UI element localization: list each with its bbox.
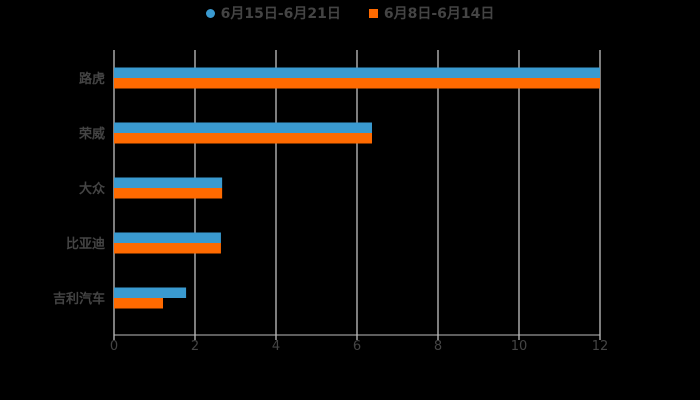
legend-label: 6月15日-6月21日: [220, 6, 341, 22]
legend-marker-square-icon: [368, 8, 378, 18]
category-label: 大众: [79, 181, 105, 197]
bar-series-2[interactable]: [114, 78, 600, 89]
bar-series-2[interactable]: [114, 298, 164, 309]
x-tick-label: 10: [511, 339, 528, 354]
bar-series-1[interactable]: [114, 122, 372, 134]
bar-series-1[interactable]: [114, 287, 187, 299]
x-tick-label: 8: [434, 339, 442, 354]
x-tick-label: 6: [353, 339, 361, 354]
category-label: 比亚迪: [66, 236, 105, 252]
bar-series-1[interactable]: [114, 67, 600, 79]
category-label: 路虎: [79, 71, 105, 87]
bar-series-1[interactable]: [114, 177, 223, 189]
legend-marker-circle-icon: [205, 8, 215, 18]
legend-item-series-1[interactable]: 6月15日-6月21日: [205, 3, 341, 23]
bar-series-2[interactable]: [114, 243, 221, 254]
bar-series-2[interactable]: [114, 133, 372, 144]
x-tick-label: 0: [110, 339, 118, 354]
bar-series-2[interactable]: [114, 188, 223, 199]
category-label: 荣威: [78, 126, 105, 142]
category-label: 吉利汽车: [53, 291, 105, 307]
x-tick-label: 12: [592, 339, 609, 354]
chart-legend: 6月15日-6月21日 6月8日-6月14日: [0, 3, 700, 23]
legend-label: 6月8日-6月14日: [383, 6, 495, 22]
legend-item-series-2[interactable]: 6月8日-6月14日: [368, 3, 495, 23]
x-tick-label: 4: [272, 339, 280, 354]
x-tick-label: 2: [191, 339, 199, 354]
bar-series-1[interactable]: [114, 232, 221, 244]
